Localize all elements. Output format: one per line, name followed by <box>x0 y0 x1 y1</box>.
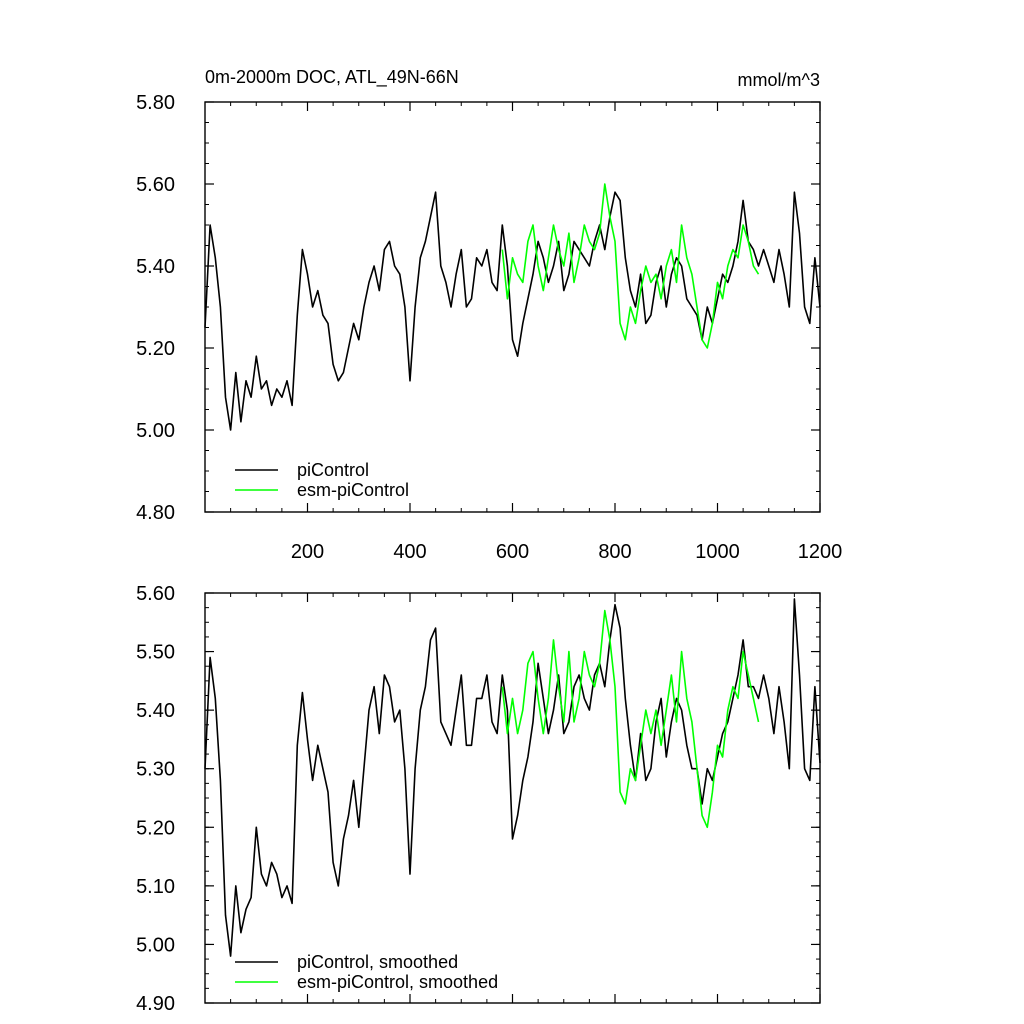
bottom-series-group <box>204 598 821 957</box>
top-series-group <box>204 183 821 431</box>
series-line-picontrol <box>204 598 821 957</box>
series-line-esm-picontrol <box>501 609 760 829</box>
chart-title: 0m-2000m DOC, ATL_49N-66N <box>205 67 459 88</box>
x-tick-label: 200 <box>291 541 324 563</box>
y-tick-label: 5.10 <box>136 876 175 898</box>
bottom-panel-frame <box>204 592 821 1004</box>
x-tick-label: 1000 <box>695 541 740 563</box>
x-tick-label: 1200 <box>798 541 843 563</box>
bottom-axis-ticks: 4.90 5.00 5.10 5.20 5.30 5.40 5.50 5.60 <box>136 583 821 1015</box>
legend-label: esm-piControl, smoothed <box>297 972 498 992</box>
y-tick-label: 5.50 <box>136 642 175 664</box>
y-tick-label: 5.80 <box>136 92 175 114</box>
y-tick-label: 5.60 <box>136 174 175 196</box>
y-tick-label: 5.20 <box>136 817 175 839</box>
top-panel: 4.80 5.00 5.20 5.40 5.60 5.80 200 400 600 800 1000… <box>136 92 842 563</box>
bottom-panel: 4.90 5.00 5.10 5.20 5.30 5.40 5.50 5.60 piContr… <box>136 583 821 1015</box>
y-tick-label: 5.20 <box>136 338 175 360</box>
y-tick-label: 4.90 <box>136 993 175 1015</box>
y-tick-label: 4.80 <box>136 502 175 524</box>
y-tick-label: 5.30 <box>136 759 175 781</box>
y-tick-label: 5.00 <box>136 934 175 956</box>
series-line-picontrol <box>204 191 821 431</box>
top-axis-ticks: 4.80 5.00 5.20 5.40 5.60 5.80 200 400 600 800 1000… <box>136 92 842 563</box>
x-tick-label: 600 <box>496 541 529 563</box>
legend-label: esm-piControl <box>297 480 409 500</box>
y-tick-label: 5.60 <box>136 583 175 605</box>
x-tick-label: 800 <box>598 541 631 563</box>
y-tick-label: 5.40 <box>136 700 175 722</box>
legend-label: piControl <box>297 460 369 480</box>
legend-label: piControl, smoothed <box>297 952 458 972</box>
x-tick-label: 400 <box>393 541 426 563</box>
y-tick-label: 5.00 <box>136 420 175 442</box>
units-label: mmol/m^3 <box>738 70 820 90</box>
series-line-esm-picontrol <box>501 183 760 349</box>
y-tick-label: 5.40 <box>136 256 175 278</box>
